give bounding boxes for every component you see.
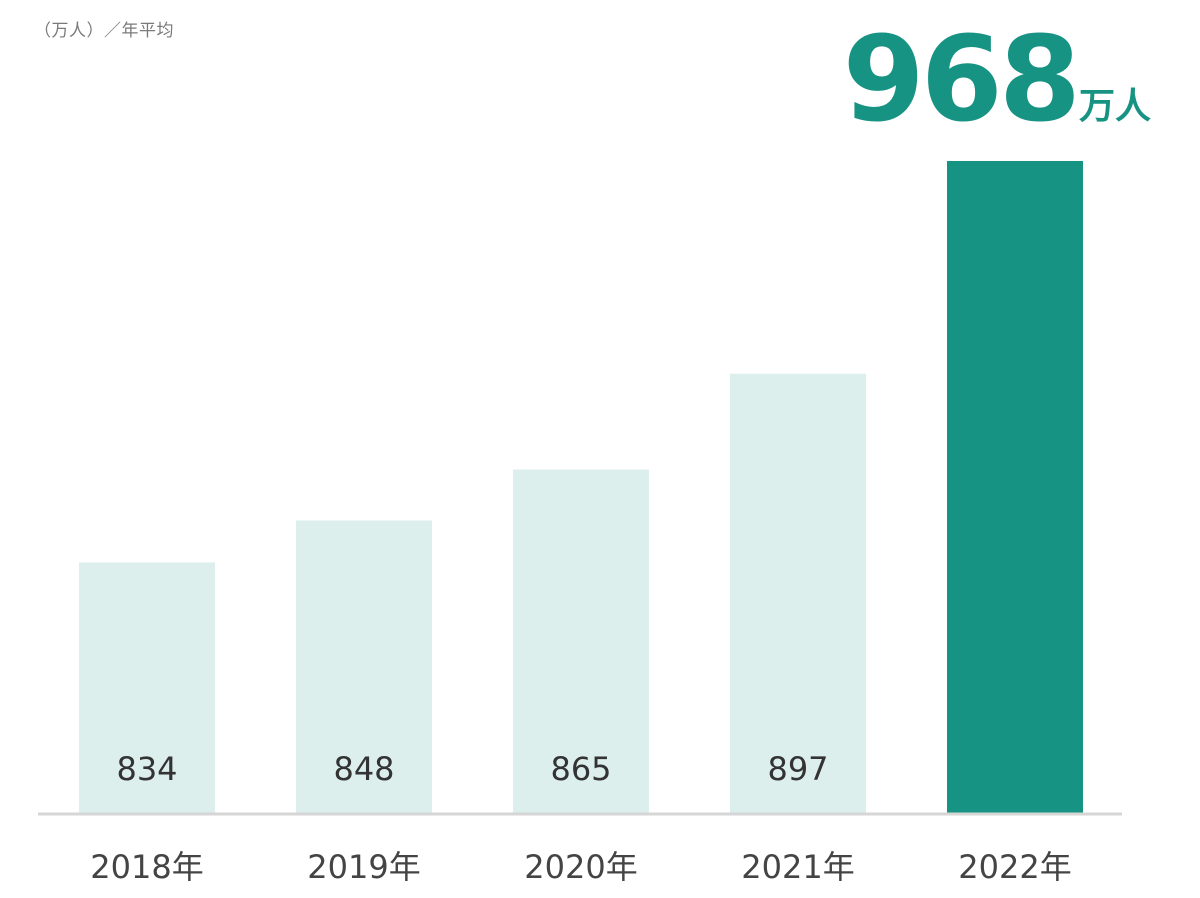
bar-2021年 (730, 373, 866, 814)
x-tick-label-2021年: 2021年 (741, 848, 854, 886)
x-tick-label-2020年: 2020年 (524, 848, 637, 886)
x-tick-label-2019年: 2019年 (307, 848, 420, 886)
value-label-2019年: 848 (333, 750, 394, 788)
value-label-2018年: 834 (116, 750, 177, 788)
x-tick-label-2022年: 2022年 (958, 848, 1071, 886)
unit-note: （万人）／年平均 (34, 21, 174, 41)
value-labels-group: 834 848 865 897 (116, 750, 828, 788)
bar-2020年 (513, 469, 649, 814)
highlight-unit: 万人 (1079, 86, 1151, 127)
bar-2022年 (947, 160, 1083, 814)
tick-labels-group: 2018年 2019年 2020年 2021年 2022年 (90, 848, 1071, 886)
bar-2018年 (79, 562, 215, 814)
x-tick-label-2018年: 2018年 (90, 848, 203, 886)
bar-2019年 (296, 520, 432, 814)
value-label-2021年: 897 (767, 750, 828, 788)
highlight-value: 968 (843, 10, 1077, 148)
bars-group (79, 160, 1083, 814)
value-label-2020年: 865 (550, 750, 611, 788)
highlight-callout: 968 万人 (843, 10, 1151, 148)
